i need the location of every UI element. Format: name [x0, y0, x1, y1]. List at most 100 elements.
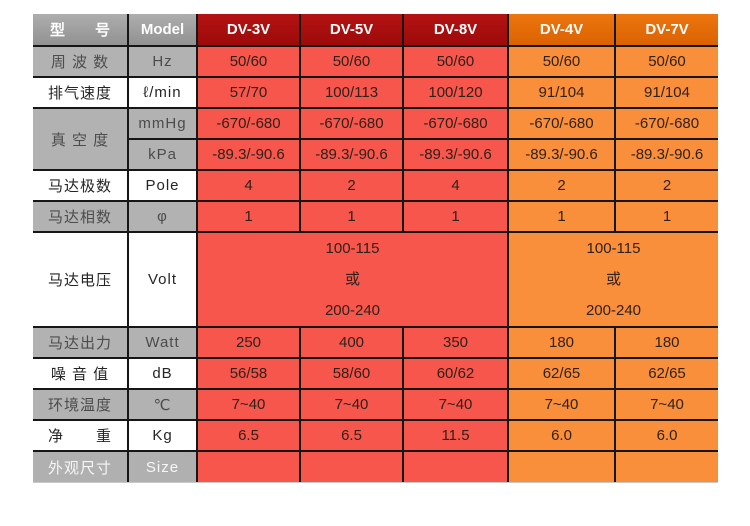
value-cell: 6.5: [196, 419, 301, 452]
row-label-cell: 环境温度: [32, 388, 129, 421]
value-cell: 7~40: [196, 388, 301, 421]
value-cell: 1: [614, 200, 719, 233]
table-header-row: 型 号 Model DV-3V DV-5V DV-8V DV-4V DV-7V: [32, 13, 719, 47]
row-label-cell: 马达极数: [32, 169, 129, 202]
row-label-cell: 周 波 数: [32, 45, 129, 78]
value-cell: 7~40: [507, 388, 616, 421]
value-cell: -670/-680: [402, 107, 509, 140]
value-cell: 100/120: [402, 76, 509, 109]
value-cell: 1: [196, 200, 301, 233]
value-cell: 180: [507, 326, 616, 359]
value-cell: 400: [299, 326, 404, 359]
model-header-dv8v: DV-8V: [402, 13, 509, 47]
row-motor-output: 马达出力 Watt 250 400 350 180 180: [32, 326, 719, 359]
voltage-line: 100-115: [586, 240, 641, 257]
row-vacuum-mmhg: 真 空 度 mmHg -670/-680 -670/-680 -670/-680…: [32, 107, 719, 171]
voltage-line: 100-115: [325, 240, 380, 257]
row-exhaust-speed: 排气速度 ℓ/min 57/70 100/113 100/120 91/104 …: [32, 76, 719, 109]
value-cell: 6.0: [507, 419, 616, 452]
row-label-cell: 马达电压: [32, 231, 129, 328]
row-label-cell: 马达出力: [32, 326, 129, 359]
value-cell: 7~40: [614, 388, 719, 421]
row-motor-phase: 马达相数 φ 1 1 1 1 1: [32, 200, 719, 233]
corner-cell-model: Model: [127, 13, 198, 47]
row-dimensions: 外观尺寸 Size: [32, 450, 719, 483]
value-cell: 50/60: [196, 45, 301, 78]
row-noise-level: 噪 音 值 dB 56/58 58/60 60/62 62/65 62/65: [32, 357, 719, 390]
voltage-line: 200-240: [324, 302, 381, 319]
voltage-line: 或: [344, 271, 360, 288]
value-cell: [402, 450, 509, 483]
value-cell: [196, 450, 301, 483]
model-header-dv4v: DV-4V: [507, 13, 616, 47]
unit-cell: mmHg: [127, 107, 198, 140]
value-cell: -89.3/-90.6: [614, 138, 719, 171]
value-cell: 100/113: [299, 76, 404, 109]
unit-cell: Size: [127, 450, 198, 483]
model-header-dv7v: DV-7V: [614, 13, 719, 47]
value-cell: 50/60: [299, 45, 404, 78]
value-cell: 2: [614, 169, 719, 202]
row-label-cell: 排气速度: [32, 76, 129, 109]
value-cell: 6.0: [614, 419, 719, 452]
row-vacuum-kpa: kPa -89.3/-90.6 -89.3/-90.6 -89.3/-90.6 …: [33, 138, 719, 171]
value-cell: 350: [402, 326, 509, 359]
spec-table: 型 号 Model DV-3V DV-5V DV-8V DV-4V DV-7V …: [32, 13, 719, 483]
row-motor-voltage: 马达电压 Volt 100-115 或 200-240 100-115 或 20…: [32, 231, 719, 328]
value-cell: 62/65: [507, 357, 616, 390]
value-cell: 250: [196, 326, 301, 359]
unit-cell: Hz: [127, 45, 198, 78]
value-cell: 2: [507, 169, 616, 202]
voltage-merged-cell-orange: 100-115 或 200-240: [507, 231, 719, 328]
value-cell: -670/-680: [614, 107, 719, 140]
value-cell: -670/-680: [299, 107, 404, 140]
value-cell: [299, 450, 404, 483]
voltage-line: 200-240: [585, 302, 642, 319]
row-label-cell: 马达相数: [32, 200, 129, 233]
value-cell: 180: [614, 326, 719, 359]
row-label-cell: 外观尺寸: [32, 450, 129, 483]
value-cell: -89.3/-90.6: [402, 138, 509, 171]
value-cell: 7~40: [299, 388, 404, 421]
value-cell: 91/104: [507, 76, 616, 109]
value-cell: 50/60: [614, 45, 719, 78]
value-cell: 1: [507, 200, 616, 233]
unit-cell: Pole: [127, 169, 198, 202]
unit-cell: dB: [127, 357, 198, 390]
value-cell: [614, 450, 719, 483]
value-cell: 56/58: [196, 357, 301, 390]
row-frequency: 周 波 数 Hz 50/60 50/60 50/60 50/60 50/60: [32, 45, 719, 78]
value-cell: -89.3/-90.6: [507, 138, 616, 171]
value-cell: 11.5: [402, 419, 509, 452]
value-cell: -89.3/-90.6: [299, 138, 404, 171]
value-cell: 50/60: [402, 45, 509, 78]
value-cell: [507, 450, 616, 483]
spec-table-container: 型 号 Model DV-3V DV-5V DV-8V DV-4V DV-7V …: [32, 13, 719, 483]
value-cell: 62/65: [614, 357, 719, 390]
value-cell: 57/70: [196, 76, 301, 109]
unit-cell: φ: [127, 200, 198, 233]
row-label-cell: 噪 音 值: [32, 357, 129, 390]
value-cell: -670/-680: [507, 107, 616, 140]
value-cell: 1: [299, 200, 404, 233]
row-net-weight: 净 重 Kg 6.5 6.5 11.5 6.0 6.0: [32, 419, 719, 452]
row-label-cell: 真 空 度: [32, 107, 129, 171]
unit-cell: kPa: [127, 138, 198, 171]
corner-cell-cn: 型 号: [32, 13, 129, 47]
voltage-line: 或: [605, 271, 621, 288]
unit-cell: ℓ/min: [127, 76, 198, 109]
value-cell: 60/62: [402, 357, 509, 390]
unit-cell: ℃: [127, 388, 198, 421]
value-cell: 4: [196, 169, 301, 202]
value-cell: 2: [299, 169, 404, 202]
row-ambient-temperature: 环境温度 ℃ 7~40 7~40 7~40 7~40 7~40: [32, 388, 719, 421]
value-cell: -89.3/-90.6: [196, 138, 301, 171]
value-cell: -670/-680: [196, 107, 301, 140]
value-cell: 6.5: [299, 419, 404, 452]
value-cell: 91/104: [614, 76, 719, 109]
model-header-dv5v: DV-5V: [299, 13, 404, 47]
row-label-cell: 净 重: [32, 419, 129, 452]
value-cell: 7~40: [402, 388, 509, 421]
value-cell: 1: [402, 200, 509, 233]
voltage-merged-cell-red: 100-115 或 200-240: [196, 231, 509, 328]
